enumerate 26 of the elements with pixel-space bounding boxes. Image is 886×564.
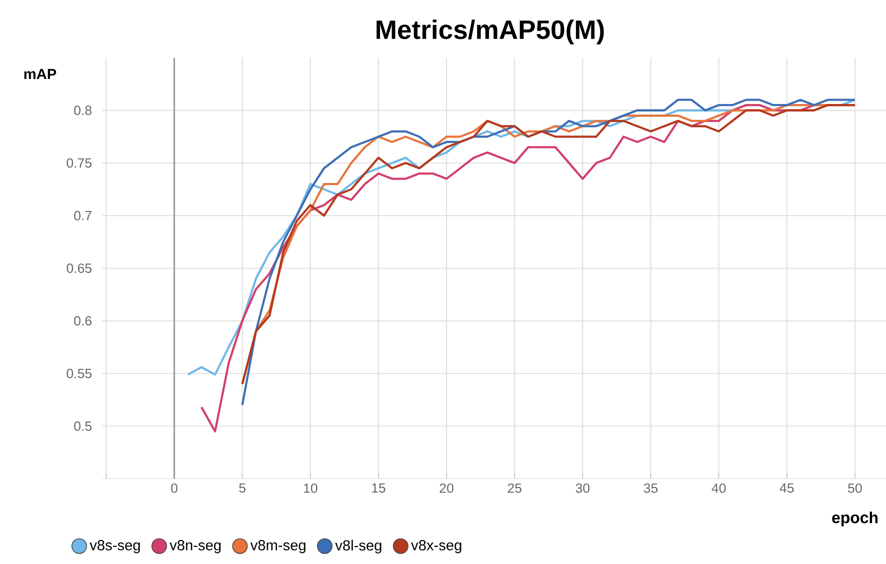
legend-label: v8x-seg xyxy=(411,540,462,554)
x-tick-label: 5 xyxy=(239,483,246,493)
y-tick-label: 0.75 xyxy=(66,158,92,168)
y-axis-title: mAP xyxy=(24,68,56,80)
y-tick-label: 0.65 xyxy=(66,264,92,273)
y-tick-label: 0.7 xyxy=(74,210,92,220)
y-tick-label: 0.6 xyxy=(74,316,92,326)
x-tick-label: 10 xyxy=(304,483,318,493)
x-axis-title: epoch xyxy=(832,512,878,526)
x-tick-label: 45 xyxy=(780,483,794,493)
y-tick-label: 0.5 xyxy=(74,421,92,431)
x-tick-label: 0 xyxy=(171,483,178,493)
x-tick-label: 40 xyxy=(712,483,726,493)
x-tick-label: 30 xyxy=(576,483,590,493)
x-tick-label: 50 xyxy=(848,483,862,493)
x-tick-label: 20 xyxy=(440,483,454,493)
chart-title: Metrics/mAP50(M) xyxy=(376,20,604,44)
legend-label: v8m-seg xyxy=(250,540,306,554)
legend-label: v8l-seg xyxy=(335,540,382,554)
y-tick-label: 0.8 xyxy=(74,106,92,116)
x-tick-label: 25 xyxy=(508,483,522,493)
x-tick-label: 15 xyxy=(372,483,386,493)
y-tick-label: 0.55 xyxy=(66,368,92,378)
legend-label: v8s-seg xyxy=(90,540,140,554)
x-tick-label: 35 xyxy=(644,483,658,493)
legend-label: v8n-seg xyxy=(170,540,221,554)
